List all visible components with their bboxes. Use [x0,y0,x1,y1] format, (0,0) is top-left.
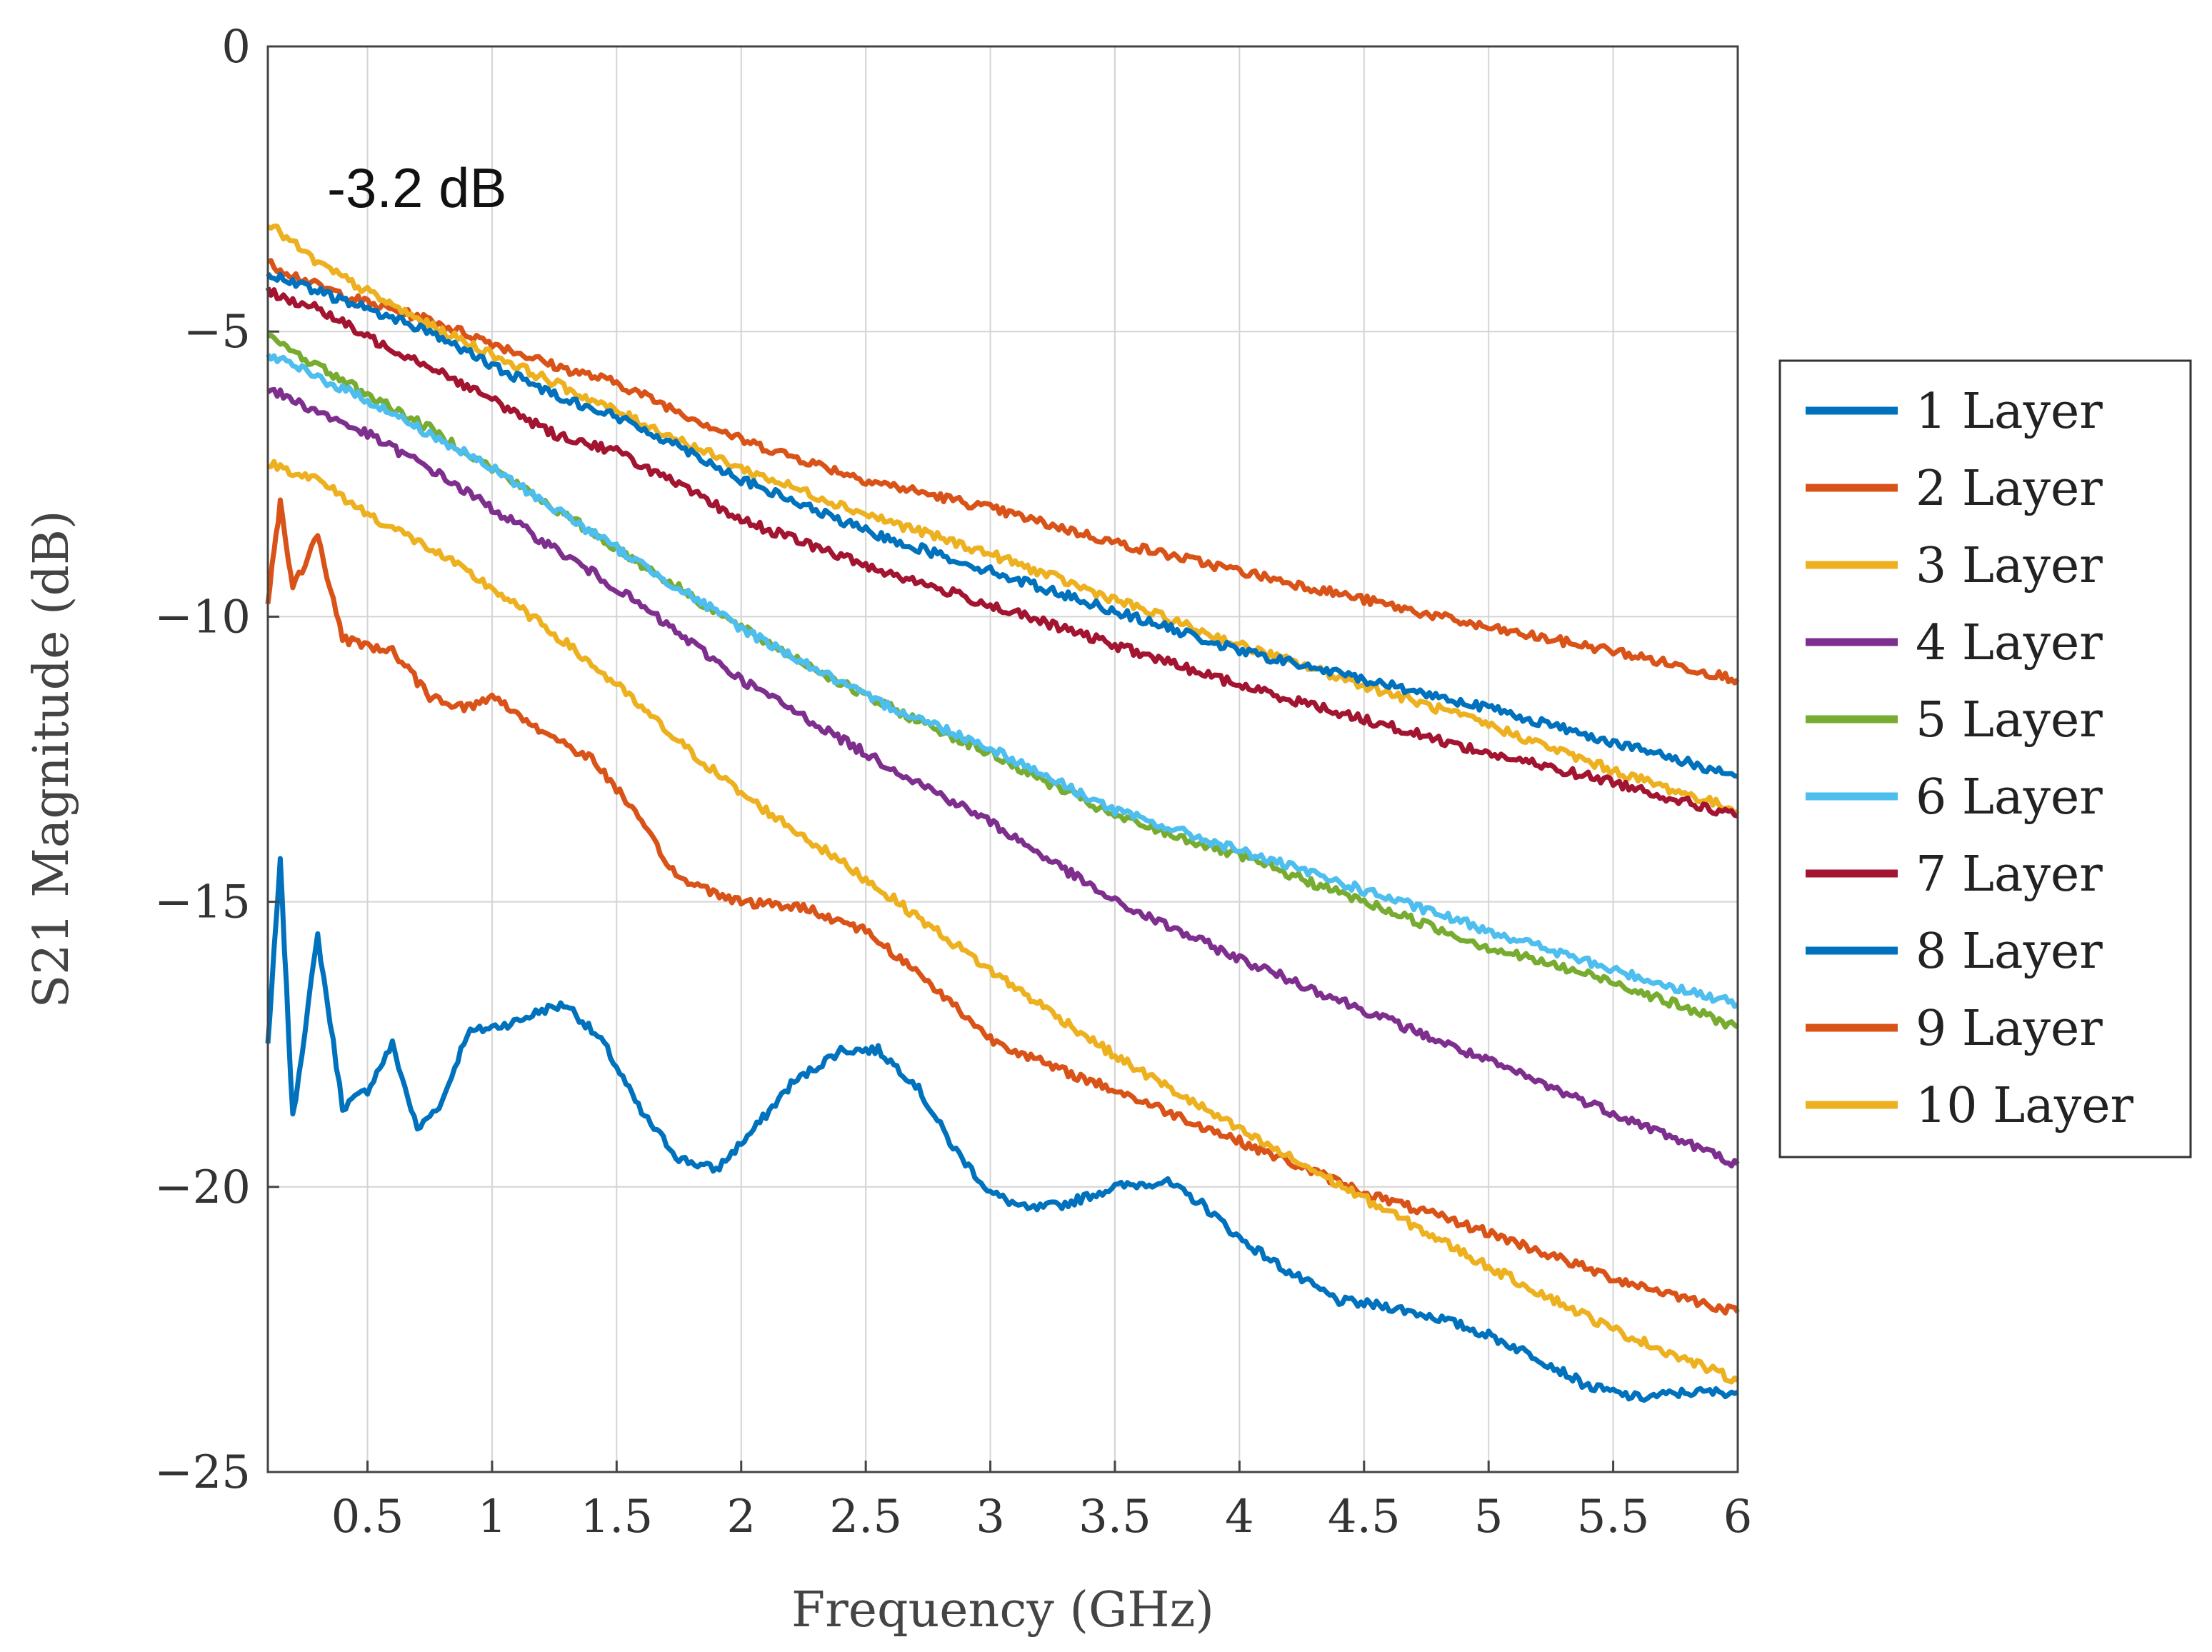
x-tick-label-4: 2.5 [829,1491,902,1543]
series-line-4 [266,386,1740,1168]
legend-label-9: 9 Layer [1916,1001,2103,1057]
x-tick-label-1: 1 [478,1491,507,1543]
legend-label-2: 2 Layer [1916,461,2103,517]
x-tick-label-5: 3 [976,1491,1005,1543]
legend-label-4: 4 Layer [1916,615,2103,671]
y-tick-label-2: −10 [154,591,251,644]
x-axis-label: Frequency (GHz) [791,1582,1214,1638]
x-tick-label-7: 4 [1225,1491,1254,1543]
legend-label-10: 10 Layer [1916,1078,2133,1134]
plot-frame [266,45,1739,1473]
series-line-10 [267,459,1740,1385]
legend-label-7: 7 Layer [1916,846,2103,903]
series-line-3 [266,224,1740,817]
series-line-7 [265,286,1739,819]
legend-label-6: 6 Layer [1916,769,2103,826]
series-line-2 [266,258,1740,686]
annotation-label: -3.2 dB [327,156,506,219]
legend-label-5: 5 Layer [1916,692,2103,749]
y-tick-label-3: −15 [154,876,251,929]
series-line-5 [267,332,1739,1030]
x-tick-label-10: 5.5 [1577,1491,1650,1543]
series-line-1 [265,856,1739,1403]
y-tick-label-1: −5 [184,306,251,359]
x-tick-label-8: 4.5 [1328,1491,1401,1543]
series-line-9 [265,497,1740,1316]
x-tick-label-9: 5 [1474,1491,1503,1543]
legend: 1 Layer 2 Layer 3 Layer 4 Layer 5 Layer 6 Lay… [1778,359,2192,1158]
legend-label-1: 1 Layer [1916,384,2103,440]
legend-label-3: 3 Layer [1916,538,2103,594]
x-tick-label-0: 0.5 [331,1491,404,1543]
y-tick-label-4: −20 [154,1161,251,1214]
x-tick-label-3: 2 [726,1491,756,1543]
series-line-6 [266,353,1739,1009]
y-axis-label: S21 Magnitude (dB) [24,510,80,1008]
y-tick-label-5: −25 [154,1446,251,1499]
series-line-8 [266,271,1738,779]
y-tick-labels: 0 −5 −10 −15 −20 −25 [154,21,279,1499]
x-tick-labels: 0.5 1 1.5 2 2.5 3 3.5 4 4.5 5 5.5 6 [331,1461,1753,1543]
y-tick-label-0: 0 [221,21,251,74]
series-lines [265,224,1740,1403]
legend-label-8: 8 Layer [1916,923,2103,980]
x-tick-label-6: 3.5 [1079,1491,1151,1543]
x-tick-label-11: 6 [1723,1491,1753,1543]
x-tick-label-2: 1.5 [580,1491,653,1543]
